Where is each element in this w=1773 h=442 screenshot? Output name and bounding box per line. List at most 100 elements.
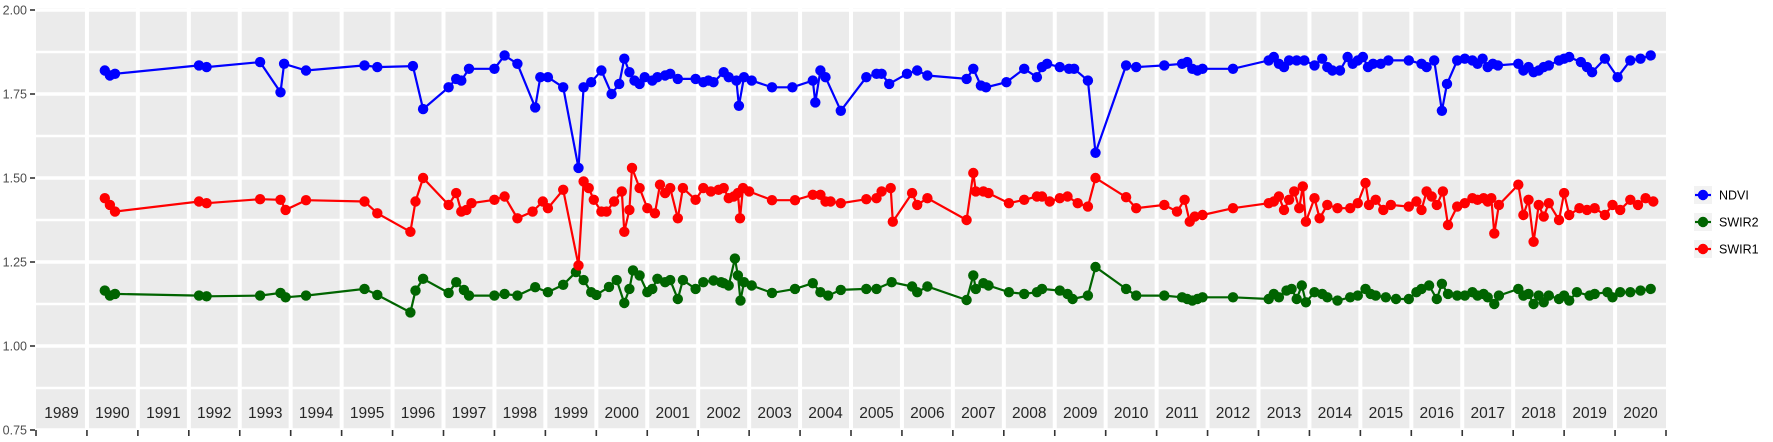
series-swir1-point bbox=[912, 199, 923, 211]
series-swir1-point bbox=[1062, 191, 1073, 202]
series-swir2-point bbox=[732, 270, 744, 281]
series-swir1-point bbox=[906, 187, 918, 199]
series-swir2-point bbox=[1300, 297, 1312, 308]
series-swir1-point bbox=[922, 193, 933, 204]
series-ndvi-point bbox=[1477, 53, 1488, 64]
series-swir1-point bbox=[466, 198, 477, 209]
series-swir2-point bbox=[1273, 292, 1285, 303]
series-swir2-point bbox=[1543, 290, 1555, 301]
series-swir1-point bbox=[718, 182, 729, 194]
series-swir2-point bbox=[1197, 292, 1208, 303]
series-swir1-point bbox=[876, 186, 887, 197]
series-swir1-point bbox=[1044, 196, 1055, 207]
series-ndvi-point bbox=[1120, 60, 1132, 71]
series-swir1-point bbox=[573, 260, 584, 271]
series-swir1-point bbox=[1615, 204, 1626, 216]
series-swir2-point bbox=[677, 274, 689, 286]
series-swir1-point bbox=[1297, 181, 1309, 192]
series-swir1-point bbox=[1378, 204, 1389, 216]
series-swir1-point bbox=[861, 194, 872, 205]
series-swir1-point bbox=[1314, 213, 1325, 224]
series-ndvi-point bbox=[614, 78, 625, 90]
series-swir1-point bbox=[665, 182, 676, 194]
series-ndvi-point bbox=[884, 78, 895, 90]
series-swir1-point bbox=[1345, 203, 1356, 214]
series-ndvi-point bbox=[746, 75, 757, 86]
series-swir2-point bbox=[968, 270, 979, 281]
series-ndvi-point bbox=[1159, 60, 1170, 71]
series-swir2-point bbox=[109, 288, 121, 300]
series-swir2-point bbox=[729, 253, 741, 264]
series-ndvi-point bbox=[278, 58, 290, 69]
x-axis-label: 2007 bbox=[961, 405, 995, 422]
series-swir1-point bbox=[1513, 179, 1524, 190]
series-swir1-point bbox=[1632, 199, 1644, 211]
y-axis-label: 1.50 bbox=[3, 172, 27, 186]
series-ndvi-point bbox=[1612, 72, 1623, 83]
series-ndvi-point bbox=[1383, 55, 1394, 66]
series-swir1-point bbox=[1403, 201, 1415, 212]
series-ndvi-point bbox=[1309, 60, 1320, 71]
x-axis-label: 2016 bbox=[1420, 405, 1454, 422]
series-swir2-point bbox=[970, 283, 981, 295]
series-swir2-point bbox=[619, 297, 630, 309]
series-ndvi-point bbox=[535, 72, 546, 83]
series-swir1-point bbox=[1227, 203, 1239, 214]
x-axis-label: 1989 bbox=[44, 405, 78, 422]
series-swir2-point bbox=[417, 273, 429, 284]
series-swir2-point bbox=[254, 290, 266, 301]
series-ndvi-point bbox=[1403, 55, 1415, 66]
series-swir2-point bbox=[1227, 292, 1239, 303]
series-ndvi-point bbox=[578, 82, 589, 93]
series-swir1-point bbox=[1459, 198, 1471, 209]
series-swir1-point bbox=[1431, 199, 1443, 211]
series-swir2-point bbox=[1322, 292, 1333, 303]
series-swir2-point bbox=[1131, 290, 1142, 301]
series-swir2-point bbox=[300, 290, 312, 301]
series-swir1-point bbox=[1558, 187, 1570, 199]
series-swir2-point bbox=[1291, 293, 1302, 305]
series-swir2-point bbox=[1589, 288, 1600, 300]
x-axis-label: 1994 bbox=[299, 405, 334, 422]
series-swir1-point bbox=[542, 203, 554, 214]
series-swir2-point bbox=[886, 277, 897, 288]
series-ndvi-point bbox=[1543, 60, 1555, 71]
series-swir2-point bbox=[1352, 290, 1364, 301]
series-swir1-point bbox=[583, 182, 594, 194]
series-ndvi-point bbox=[861, 72, 872, 83]
series-swir1-point bbox=[443, 199, 454, 211]
series-swir1-point bbox=[201, 198, 212, 209]
y-axis-label: 0.75 bbox=[3, 424, 27, 438]
series-ndvi-point bbox=[586, 77, 597, 88]
series-swir1-point bbox=[405, 226, 416, 237]
series-swir2-point bbox=[1635, 285, 1646, 296]
series-ndvi-point bbox=[1421, 61, 1432, 73]
series-swir2-point bbox=[1645, 283, 1656, 295]
series-swir1-point bbox=[601, 206, 612, 217]
series-ndvi-point bbox=[1429, 55, 1440, 66]
series-swir1-point bbox=[1036, 191, 1048, 202]
series-ndvi-point bbox=[820, 72, 831, 83]
series-swir2-point bbox=[723, 280, 734, 291]
series-swir1-point bbox=[807, 189, 818, 200]
x-axis-label: 1995 bbox=[350, 405, 384, 422]
series-swir1-point bbox=[642, 203, 653, 214]
y-axis-label: 2.00 bbox=[3, 4, 27, 18]
series-ndvi-point bbox=[1068, 63, 1080, 74]
series-ndvi-point bbox=[1436, 105, 1448, 117]
series-swir1-point bbox=[1309, 193, 1320, 204]
series-ndvi-point bbox=[1299, 55, 1310, 66]
series-swir1-point bbox=[983, 187, 994, 199]
series-swir2-point bbox=[201, 291, 212, 302]
series-swir2-point bbox=[1296, 280, 1308, 291]
series-swir2-point bbox=[463, 290, 475, 301]
series-swir2-point bbox=[611, 274, 622, 286]
series-ndvi-point bbox=[766, 82, 778, 93]
series-swir1-point bbox=[968, 167, 979, 179]
series-swir1-point bbox=[634, 182, 645, 194]
series-swir1-point bbox=[1120, 192, 1132, 203]
series-ndvi-point bbox=[901, 68, 913, 80]
series-swir1-point bbox=[1607, 199, 1618, 211]
x-axis-label: 2004 bbox=[808, 405, 843, 422]
